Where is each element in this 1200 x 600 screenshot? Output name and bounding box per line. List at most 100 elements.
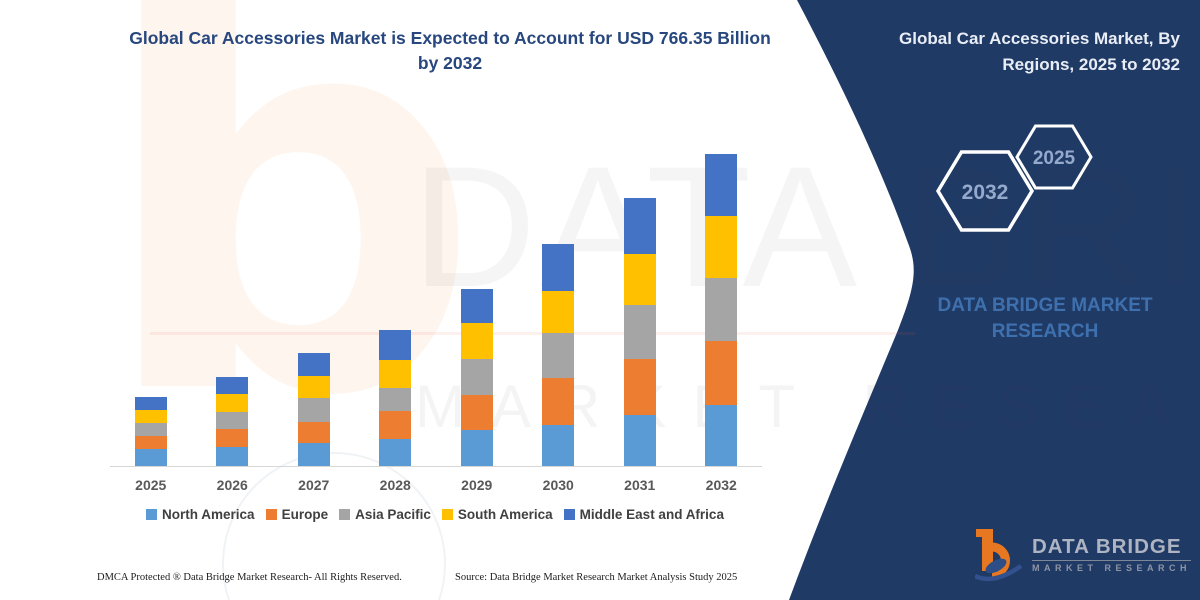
data-bridge-logo-icon xyxy=(975,529,1023,582)
legend-label: Middle East and Africa xyxy=(579,507,724,522)
bar-segment xyxy=(134,409,167,423)
legend-swatch-icon xyxy=(146,509,158,520)
stacked-bar-2026 xyxy=(216,376,249,466)
hexagon-2032-label: 2032 xyxy=(962,181,1009,204)
bar-segment xyxy=(216,376,249,395)
bar-segment xyxy=(379,360,412,388)
stacked-bar-2030 xyxy=(542,244,575,466)
bar-column-2026 xyxy=(192,140,274,466)
bar-column-2027 xyxy=(273,140,355,466)
bar-segment xyxy=(460,358,493,396)
stacked-bar-2028 xyxy=(379,330,412,466)
x-axis-label-2032: 2032 xyxy=(705,477,737,493)
bar-segment xyxy=(623,415,656,466)
bar-segment xyxy=(134,396,167,410)
x-axis-label-2031: 2031 xyxy=(624,477,656,493)
bar-segment xyxy=(705,277,738,342)
bar-column-2029 xyxy=(436,140,518,466)
hexagon-2032: 2032 xyxy=(935,150,1035,232)
bar-segment xyxy=(460,430,493,466)
bar-segment xyxy=(216,429,249,447)
stacked-bar-2031 xyxy=(623,198,656,466)
bar-column-2032 xyxy=(681,140,763,466)
data-bridge-logo: DATA BRIDGE MARKET RESEARCH xyxy=(975,527,1192,583)
bar-segment xyxy=(297,421,330,443)
bar-column-2031 xyxy=(599,140,681,466)
legend-item: North America xyxy=(146,507,255,522)
stacked-bar-2029 xyxy=(460,289,493,466)
x-axis-label-2028: 2028 xyxy=(379,477,411,493)
bar-segment xyxy=(623,253,656,305)
legend-swatch-icon xyxy=(563,509,575,520)
legend-label: South America xyxy=(457,507,553,522)
bar-segment xyxy=(216,411,249,430)
bar-segment xyxy=(623,198,656,254)
bar-segment xyxy=(297,376,330,399)
legend-swatch-icon xyxy=(441,509,453,520)
bar-segment xyxy=(542,378,575,425)
bar-segment xyxy=(542,424,575,466)
bar-segment xyxy=(623,304,656,359)
logo-name-text: DATA BRIDGE xyxy=(1032,534,1182,558)
dmca-copyright-text: DMCA Protected ® Data Bridge Market Rese… xyxy=(97,572,402,583)
panel-title: Global Car Accessories Market, By Region… xyxy=(899,29,1180,74)
stacked-bar-2027 xyxy=(297,352,330,466)
bar-segment xyxy=(297,442,330,466)
bar-column-2025 xyxy=(110,140,192,466)
bar-segment xyxy=(460,322,493,359)
x-axis-label-2029: 2029 xyxy=(461,477,493,493)
bar-segment xyxy=(542,290,575,333)
x-axis-line xyxy=(110,466,762,467)
bar-segment xyxy=(705,154,738,217)
bar-segment xyxy=(379,411,412,440)
bar-segment xyxy=(134,436,167,449)
bar-column-2028 xyxy=(355,140,437,466)
year-hexagons: 2032 2025 xyxy=(935,124,1093,232)
bar-segment xyxy=(297,398,330,422)
x-axis-label-2025: 2025 xyxy=(135,477,167,493)
bar-segment xyxy=(297,352,330,377)
bar-segment xyxy=(542,244,575,291)
x-axis-label-2026: 2026 xyxy=(216,477,248,493)
hexagon-2025: 2025 xyxy=(1015,124,1093,190)
bar-segment xyxy=(379,387,412,412)
legend-item: Middle East and Africa xyxy=(563,507,724,522)
bar-column-2030 xyxy=(518,140,600,466)
chart-legend: North America Europe Asia Pacific South Ame… xyxy=(90,507,780,522)
bar-segment xyxy=(134,422,167,437)
bar-segment xyxy=(134,448,167,466)
stacked-bar-2025 xyxy=(134,396,167,466)
bar-segment xyxy=(460,395,493,431)
bar-segment xyxy=(705,341,738,405)
bar-segment xyxy=(216,446,249,466)
bar-segment xyxy=(542,332,575,379)
panel-brand-text: DATA BRIDGE MARKET RESEARCH xyxy=(937,295,1153,342)
bar-segment xyxy=(460,289,493,323)
legend-label: Europe xyxy=(281,507,329,522)
x-axis-label-2030: 2030 xyxy=(542,477,574,493)
x-axis-labels: 2025 2026 2027 2028 2029 2030 2031 2032 xyxy=(110,477,762,493)
bar-segment xyxy=(623,358,656,416)
bar-segment xyxy=(216,394,249,412)
bar-segment xyxy=(705,216,738,278)
legend-item: South America xyxy=(441,507,553,522)
logo-divider xyxy=(1032,560,1192,562)
stacked-bar-2032 xyxy=(705,154,738,466)
bar-chart xyxy=(110,140,762,466)
x-axis-label-2027: 2027 xyxy=(298,477,330,493)
bar-segment xyxy=(705,404,738,466)
logo-subtitle-text: MARKET RESEARCH xyxy=(1032,563,1192,574)
legend-swatch-icon xyxy=(265,509,277,520)
legend-label: North America xyxy=(162,507,255,522)
hexagon-2025-label: 2025 xyxy=(1033,148,1076,169)
legend-swatch-icon xyxy=(339,509,351,520)
legend-item: Europe xyxy=(265,507,329,522)
legend-item: Asia Pacific xyxy=(339,507,431,522)
legend-label: Asia Pacific xyxy=(355,507,431,522)
bar-segment xyxy=(379,439,412,466)
chart-title: Global Car Accessories Market is Expecte… xyxy=(129,28,771,74)
bar-segment xyxy=(379,330,412,361)
source-text: Source: Data Bridge Market Research Mark… xyxy=(455,572,738,583)
